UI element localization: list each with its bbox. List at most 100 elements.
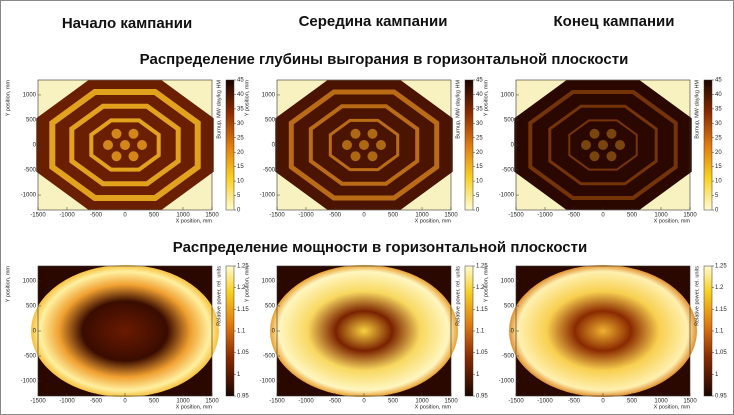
colorbar-label: Burnup, MW·day/kg HM — [455, 80, 461, 139]
x-tick-label: -500 — [329, 399, 342, 405]
x-tick-label: -500 — [568, 213, 581, 219]
y-tick-label: -1000 — [21, 193, 37, 199]
x-tick-label: -1000 — [537, 399, 553, 405]
y-tick-label: 500 — [265, 118, 276, 124]
colorbar-tick-label: 40 — [715, 92, 722, 98]
colorbar-tick-label: 10 — [715, 179, 722, 185]
x-tick-label: -1500 — [30, 213, 46, 219]
colorbar-tick-label: 1 — [476, 372, 480, 378]
slide: Начало кампании Середина кампании Конец … — [0, 0, 734, 415]
slide-canvas: Начало кампании Середина кампании Конец … — [0, 0, 734, 415]
x-axis-label: X position, mm — [654, 218, 691, 224]
colorbar-tick-label: 1.1 — [476, 329, 485, 335]
section-title: Распределение мощности в горизонтальной … — [173, 239, 587, 256]
colorbar-tick-label: 20 — [237, 150, 244, 156]
y-tick-label: 500 — [504, 118, 515, 124]
y-tick-label: -1000 — [499, 193, 515, 199]
x-tick-label: 0 — [601, 213, 605, 219]
colorbar-tick-label: 1.15 — [715, 307, 727, 313]
heatmap-spot — [590, 129, 600, 139]
colorbar — [226, 266, 234, 396]
y-axis-label: Y position, mm — [483, 266, 489, 303]
y-tick-label: -500 — [263, 168, 276, 174]
y-tick-label: -1000 — [260, 379, 276, 385]
heatmap-core — [270, 265, 458, 397]
x-axis-label: X position, mm — [654, 404, 691, 410]
colorbar — [465, 266, 473, 396]
y-tick-label: 500 — [26, 304, 37, 310]
x-tick-label: 0 — [601, 399, 605, 405]
x-tick-label: -1500 — [30, 399, 46, 405]
heatmap-spot — [120, 140, 130, 150]
x-tick-label: 500 — [388, 399, 399, 405]
colorbar-tick-label: 1.25 — [715, 264, 727, 270]
colorbar-tick-label: 20 — [715, 150, 722, 156]
x-axis-label: X position, mm — [415, 218, 452, 224]
colorbar-tick-label: 1.15 — [237, 307, 249, 313]
heatmap-spot — [368, 151, 378, 161]
x-tick-label: 0 — [123, 399, 127, 405]
x-tick-label: 0 — [123, 213, 127, 219]
y-tick-label: 1000 — [501, 279, 515, 285]
colorbar-tick-label: 1.1 — [715, 329, 724, 335]
heatmap-spot — [351, 151, 361, 161]
x-axis-label: X position, mm — [176, 404, 213, 410]
y-tick-label: 1000 — [262, 279, 276, 285]
x-tick-label: 500 — [627, 399, 638, 405]
x-axis-label: X position, mm — [415, 404, 452, 410]
colorbar-tick-label: 1.15 — [476, 307, 488, 313]
y-tick-label: 500 — [265, 304, 276, 310]
y-axis-label: Y position, mm — [483, 80, 489, 117]
colorbar-label: Relative power, rel. units — [694, 266, 700, 326]
heatmap-spot — [112, 151, 122, 161]
x-tick-label: -1500 — [508, 399, 524, 405]
y-tick-label: -1000 — [499, 379, 515, 385]
colorbar-tick-label: 5 — [476, 193, 480, 199]
colorbar-tick-label: 40 — [476, 92, 483, 98]
colorbar-tick-label: 15 — [237, 164, 244, 170]
colorbar-tick-label: 10 — [476, 179, 483, 185]
x-tick-label: -500 — [90, 213, 103, 219]
colorbar-tick-label: 20 — [476, 150, 483, 156]
colorbar-label: Relative power, rel. units — [455, 266, 461, 326]
colorbar-label: Relative power, rel. units — [216, 266, 222, 326]
heatmap-spot — [598, 140, 608, 150]
colorbar-tick-label: 35 — [715, 106, 722, 112]
colorbar-tick-label: 1.05 — [476, 350, 488, 356]
colorbar-tick-label: 35 — [237, 106, 244, 112]
x-tick-label: -1000 — [59, 399, 75, 405]
x-tick-label: -1000 — [298, 213, 314, 219]
y-tick-label: -1000 — [21, 379, 37, 385]
y-axis-label: Y position, mm — [5, 80, 11, 117]
colorbar-label: Burnup, MW·day/kg HM — [694, 80, 700, 139]
colorbar-tick-label: 1.05 — [715, 350, 727, 356]
colorbar — [704, 266, 712, 396]
colorbar-tick-label: 15 — [715, 164, 722, 170]
colorbar-tick-label: 1 — [715, 372, 719, 378]
heatmap-spot — [112, 129, 122, 139]
y-axis-label: Y position, mm — [244, 80, 250, 117]
x-tick-label: -500 — [329, 213, 342, 219]
colorbar-tick-label: 10 — [237, 179, 244, 185]
heatmap-spot — [137, 140, 147, 150]
y-tick-label: 500 — [504, 304, 515, 310]
colorbar-tick-label: 25 — [476, 135, 483, 141]
y-tick-label: -500 — [502, 168, 515, 174]
heatmap-spot — [607, 129, 617, 139]
x-tick-label: 0 — [362, 399, 366, 405]
colorbar-tick-label: 30 — [715, 121, 722, 127]
colorbar-tick-label: 25 — [715, 135, 722, 141]
colorbar-tick-label: 1.2 — [715, 285, 724, 291]
x-tick-label: 500 — [149, 213, 160, 219]
colorbar — [704, 80, 712, 210]
heatmap-spot — [359, 140, 369, 150]
y-tick-label: 1000 — [23, 93, 37, 99]
x-tick-label: 500 — [388, 213, 399, 219]
heatmap-spot — [581, 140, 591, 150]
x-tick-label: -1000 — [298, 399, 314, 405]
y-tick-label: -500 — [24, 168, 37, 174]
colorbar-tick-label: 35 — [476, 106, 483, 112]
x-tick-label: 500 — [149, 399, 160, 405]
colorbar-tick-label: 0 — [476, 208, 480, 214]
colorbar-tick-label: 1.1 — [237, 329, 246, 335]
